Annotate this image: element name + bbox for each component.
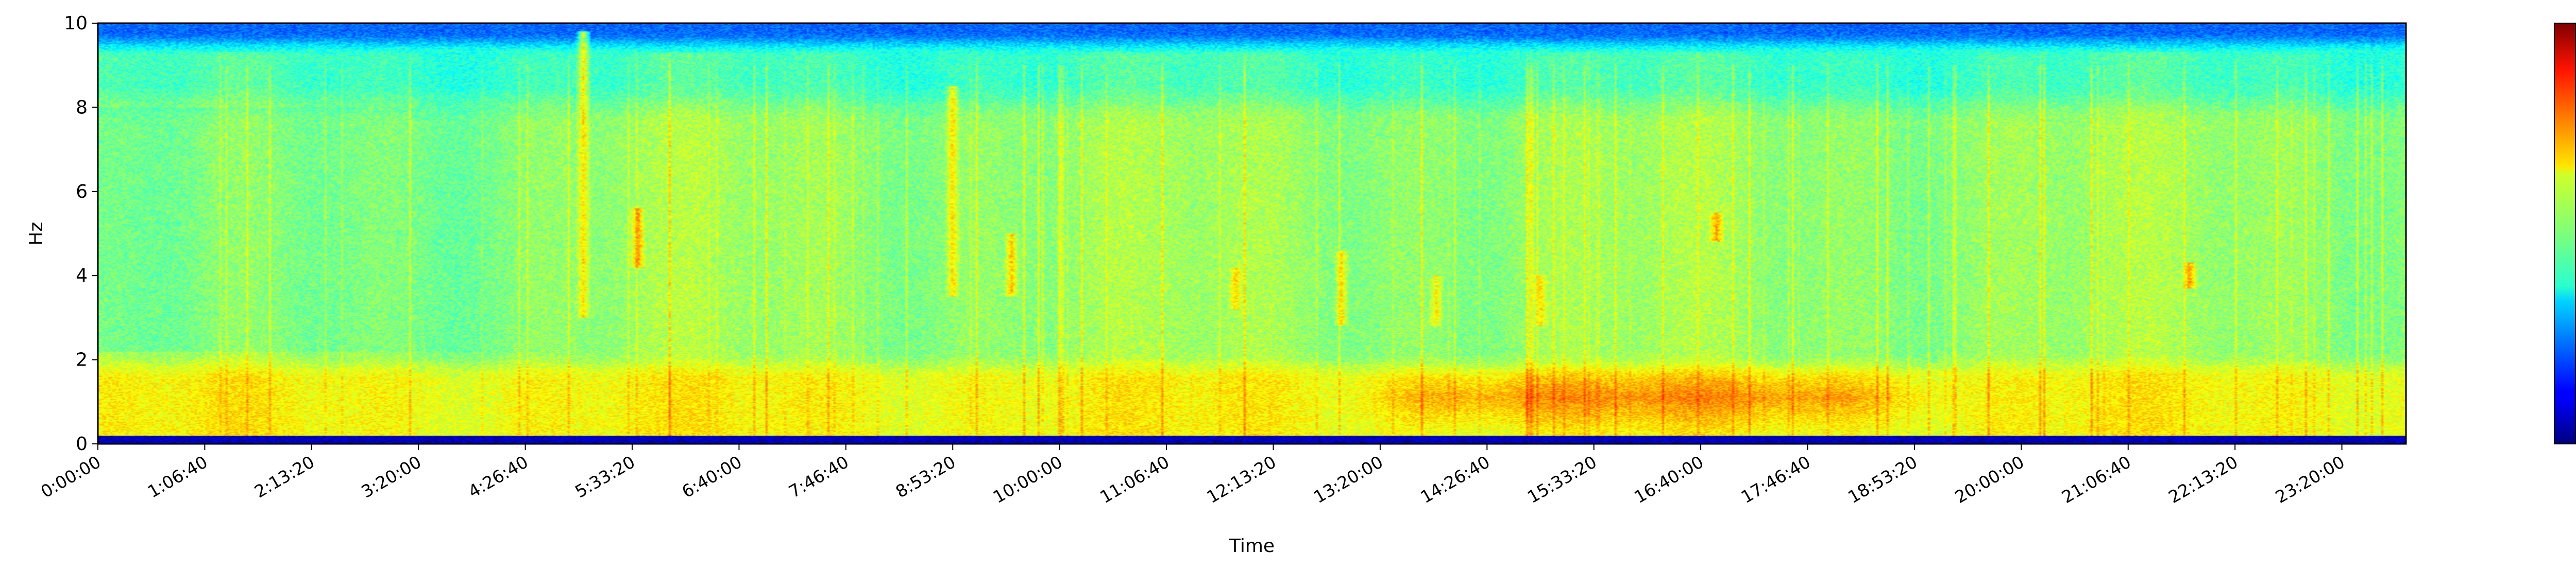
x-tick-label: 22:13:20 [2165,452,2241,507]
x-tick-label: 15:33:20 [1524,452,1600,507]
x-tick-label: 8:53:20 [892,452,959,502]
y-tick-label: 10 [64,13,88,34]
x-tick-label: 11:06:40 [1096,452,1173,507]
x-tick-label: 10:00:00 [990,452,1066,507]
y-tick-label: 4 [76,265,88,286]
x-tick-label: 14:26:40 [1417,452,1493,507]
x-axis-label: Time [1229,536,1275,557]
x-tick-label: 6:40:00 [679,452,745,502]
x-tick-label: 17:46:40 [1738,452,1814,507]
x-axis: 0:00:00 1:06:40 2:13:20 3:20:00 4:26:40 5:33:… [37,444,2348,507]
y-axis: 0 2 4 6 8 10 [64,13,98,455]
x-tick-label: 2:13:20 [251,452,318,502]
x-tick-label: 12:13:20 [1204,452,1280,507]
x-tick-label: 0:00:00 [37,452,104,502]
y-tick-label: 8 [76,97,88,118]
plot-frame [97,22,2407,445]
colorbar [2554,23,2576,444]
x-tick-label: 23:20:00 [2272,452,2348,507]
y-axis-label: Hz [26,222,47,246]
x-tick-label: 5:33:20 [571,452,638,502]
x-tick-label: 16:40:00 [1631,452,1707,507]
x-tick-label: 7:46:40 [785,452,852,502]
x-tick-label: 1:06:40 [144,452,211,502]
x-tick-label: 20:00:00 [1951,452,2027,507]
x-tick-label: 3:20:00 [358,452,425,502]
y-tick-label: 2 [76,350,88,371]
x-tick-label: 13:20:00 [1310,452,1386,507]
y-tick-label: 6 [76,181,88,202]
y-tick-label: 0 [76,434,88,455]
x-tick-label: 21:06:40 [2058,452,2134,507]
x-tick-label: 4:26:40 [465,452,532,502]
x-tick-label: 18:53:20 [1844,452,1921,507]
spectrogram-heatmap [98,23,2406,444]
